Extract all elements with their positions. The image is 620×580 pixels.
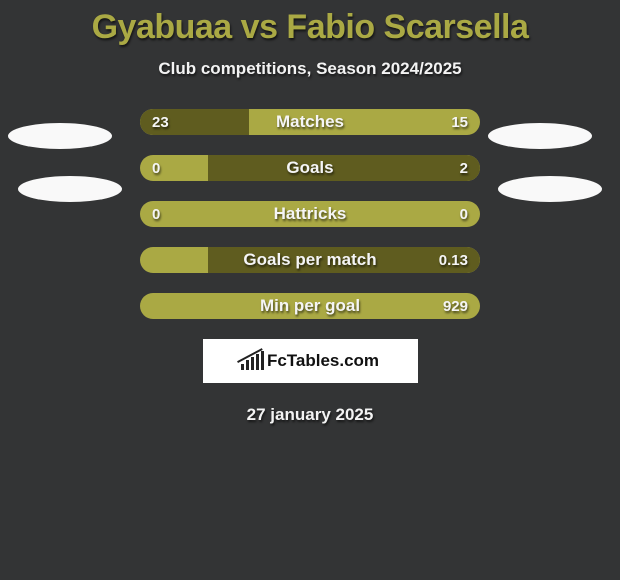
date-text: 27 january 2025 — [0, 405, 620, 425]
stat-label: Hattricks — [140, 201, 480, 227]
stat-value-right: 2 — [460, 155, 468, 181]
source-logo: FcTables.com — [203, 339, 418, 383]
stat-row-matches: 23Matches15 — [140, 109, 480, 135]
avatar-left-1 — [18, 176, 122, 202]
page-title: Gyabuaa vs Fabio Scarsella — [0, 0, 620, 47]
logo-text: FcTables.com — [267, 351, 379, 371]
stat-value-right: 15 — [451, 109, 468, 135]
stat-row-goals-per-match: Goals per match0.13 — [140, 247, 480, 273]
stat-value-right: 0.13 — [439, 247, 468, 273]
stat-row-goals: 0Goals2 — [140, 155, 480, 181]
chart-icon — [241, 352, 263, 370]
avatar-left-0 — [8, 123, 112, 149]
stat-label: Goals — [140, 155, 480, 181]
comparison-chart: 23Matches150Goals20Hattricks0Goals per m… — [0, 109, 620, 425]
stat-label: Min per goal — [140, 293, 480, 319]
stat-row-min-per-goal: Min per goal929 — [140, 293, 480, 319]
subtitle: Club competitions, Season 2024/2025 — [0, 59, 620, 79]
stat-value-right: 929 — [443, 293, 468, 319]
avatar-right-3 — [498, 176, 602, 202]
stat-value-right: 0 — [460, 201, 468, 227]
stat-label: Goals per match — [140, 247, 480, 273]
avatar-right-2 — [488, 123, 592, 149]
stat-label: Matches — [140, 109, 480, 135]
stat-row-hattricks: 0Hattricks0 — [140, 201, 480, 227]
